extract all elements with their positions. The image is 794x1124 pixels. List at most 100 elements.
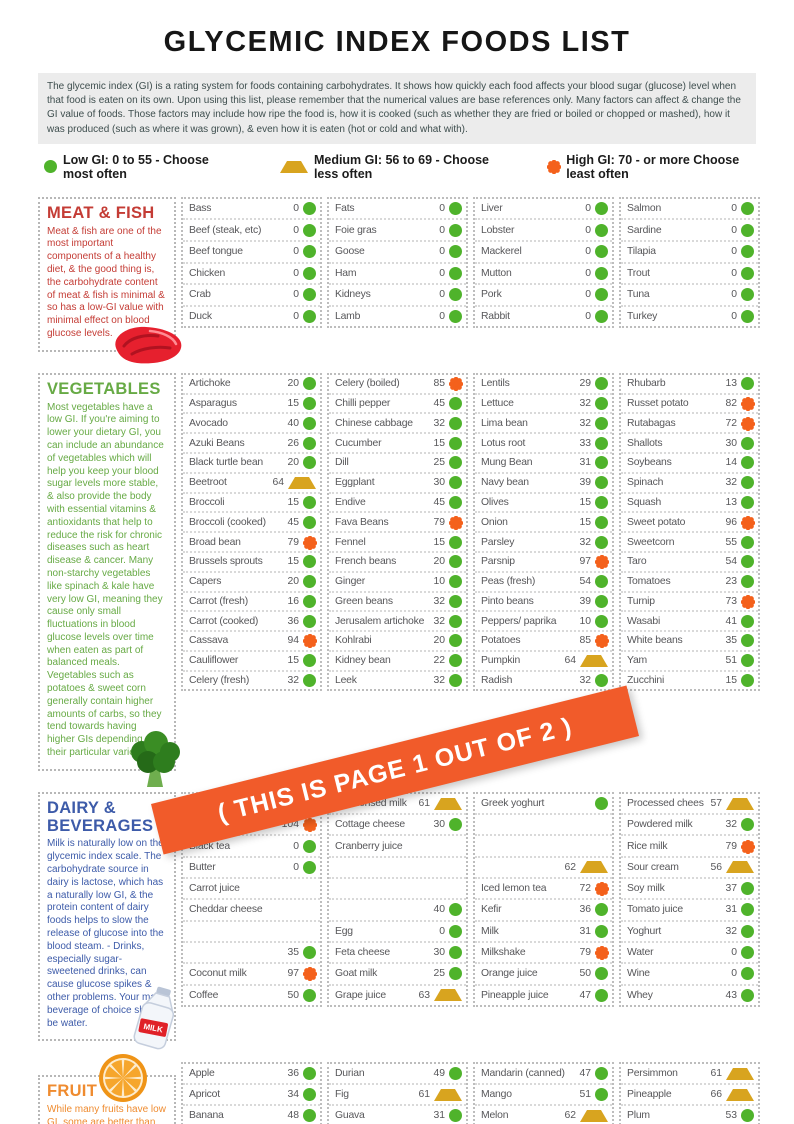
- food-name: Durian: [335, 1068, 365, 1080]
- low-gi-icon: [449, 396, 462, 410]
- low-gi-icon: [303, 614, 316, 628]
- food-row: Trout 0: [621, 264, 758, 286]
- high-gi-icon: [740, 839, 756, 854]
- food-row: Pinto beans 39: [475, 593, 612, 613]
- food-gi-value: 49: [433, 1068, 445, 1080]
- food-gi-value: 66: [710, 1089, 722, 1101]
- food-gi-value: 79: [433, 516, 445, 528]
- food-name: Banana: [189, 1110, 224, 1122]
- low-gi-icon: [595, 223, 608, 237]
- high-gi-icon: [547, 160, 562, 175]
- low-gi-icon: [741, 818, 754, 832]
- low-gi-icon: [595, 594, 608, 608]
- food-row: 35: [183, 943, 320, 965]
- milk-bottle-icon: MILK: [122, 980, 190, 1058]
- food-name: Plum: [627, 1110, 650, 1122]
- food-row: Celery (fresh) 32: [183, 672, 320, 690]
- high-gi-icon: [740, 515, 756, 530]
- food-column: Durian49Fig61Guava31Grape49Grapefruit25J…: [327, 1062, 468, 1124]
- food-gi-value: 0: [731, 224, 737, 236]
- page-title: GLYCEMIC INDEX FOODS LIST: [163, 26, 631, 58]
- food-gi-value: 37: [725, 883, 737, 895]
- food-name: Yoghurt: [627, 925, 662, 937]
- food-name: Soybeans: [627, 457, 672, 469]
- food-gi-value: 0: [731, 267, 737, 279]
- food-row: [183, 922, 320, 943]
- food-row: Russet potato 82: [621, 395, 758, 415]
- food-gi-value: 64: [272, 477, 284, 489]
- food-row: Beef tongue 0: [183, 242, 320, 264]
- food-row: Zucchini 15: [621, 672, 758, 690]
- food-gi-value: 22: [433, 655, 445, 667]
- food-gi-value: 64: [564, 655, 576, 667]
- food-name: Fats: [335, 203, 355, 215]
- food-gi-value: 10: [433, 576, 445, 588]
- food-row: Whey 43: [621, 986, 758, 1005]
- food-row: Cucumber 15: [329, 434, 466, 454]
- food-column: Celery (boiled) 85 Chilli pepper 45 Chinese …: [327, 372, 468, 692]
- food-row: Iced lemon tea 72: [475, 879, 612, 901]
- low-gi-icon: [303, 202, 316, 216]
- low-gi-icon: [595, 377, 608, 391]
- food-row: Brussels sprouts 15: [183, 553, 320, 573]
- food-column: Liver 0 Lobster 0 Mackerel 0 Mutton 0 Pork 0 Rabbi…: [473, 196, 614, 329]
- food-name: Leek: [335, 675, 357, 687]
- food-name: Rice milk: [627, 840, 668, 852]
- food-gi-value: 15: [287, 496, 299, 508]
- food-row: White beans 35: [621, 632, 758, 652]
- food-row: Broccoli (cooked) 45: [183, 513, 320, 534]
- food-gi-value: 30: [433, 477, 445, 489]
- food-gi-value: 72: [579, 883, 591, 895]
- food-gi-value: 20: [433, 635, 445, 647]
- food-name: Powdered milk: [627, 819, 693, 831]
- food-row: Milk 31: [475, 922, 612, 943]
- food-gi-value: 0: [293, 861, 299, 873]
- food-row: Rice milk 79: [621, 836, 758, 858]
- section-description: While many fruits have low GI, some are …: [47, 1104, 166, 1124]
- food-row: Coffee 50: [183, 986, 320, 1005]
- food-row: Sweetcorn 55: [621, 533, 758, 553]
- food-gi-value: 16: [287, 595, 299, 607]
- food-row: Lettuce 32: [475, 395, 612, 415]
- section-sidebar: MEAT & FISH Meat & fish are one of the mo…: [38, 196, 182, 364]
- food-gi-value: 45: [287, 516, 299, 528]
- low-gi-icon: [741, 223, 754, 237]
- food-column: Salmon 0 Sardine 0 Tilapia 0 Trout 0 Tuna 0 Turkey…: [619, 196, 760, 329]
- food-row: Ham 0: [329, 264, 466, 286]
- food-row: Foie gras 0: [329, 220, 466, 242]
- low-gi-icon: [595, 495, 608, 509]
- medium-gi-icon: [726, 1088, 754, 1101]
- no-icon: [303, 925, 316, 938]
- low-gi-icon: [449, 903, 462, 917]
- low-gi-icon: [44, 160, 57, 174]
- orange-slice-icon: [98, 1053, 148, 1103]
- food-gi-value: 0: [293, 203, 299, 215]
- food-row: Peppers/ paprika 10: [475, 612, 612, 633]
- food-gi-value: 34: [287, 1089, 299, 1101]
- food-gi-value: 0: [293, 246, 299, 258]
- food-gi-value: 0: [439, 925, 445, 937]
- food-row: Goat milk 25: [329, 964, 466, 986]
- food-row: Apricot 34: [183, 1085, 320, 1107]
- food-row: Rabbit 0: [475, 307, 612, 327]
- food-gi-value: 25: [433, 968, 445, 980]
- food-name: Green beans: [335, 595, 393, 607]
- low-gi-icon: [449, 1067, 462, 1081]
- food-gi-value: 32: [579, 675, 591, 687]
- low-gi-icon: [449, 575, 462, 589]
- food-row: Beetroot 64: [183, 474, 320, 494]
- food-gi-value: 29: [579, 378, 591, 390]
- food-name: Kefir: [481, 904, 502, 916]
- food-gi-value: 35: [725, 635, 737, 647]
- food-row: Mung Bean 31: [475, 454, 612, 474]
- food-row: Ginger 10: [329, 573, 466, 593]
- legend-label: High GI: 70 - or more Choose least often: [566, 152, 740, 181]
- high-gi-icon: [302, 634, 318, 649]
- food-gi-value: 15: [433, 536, 445, 548]
- low-gi-icon: [741, 1109, 754, 1123]
- food-name: Sour cream: [627, 861, 679, 873]
- medium-gi-icon: [726, 1067, 754, 1080]
- food-row: Black turtle bean 20: [183, 454, 320, 474]
- food-gi-value: 47: [579, 989, 591, 1001]
- food-gi-value: 41: [725, 615, 737, 627]
